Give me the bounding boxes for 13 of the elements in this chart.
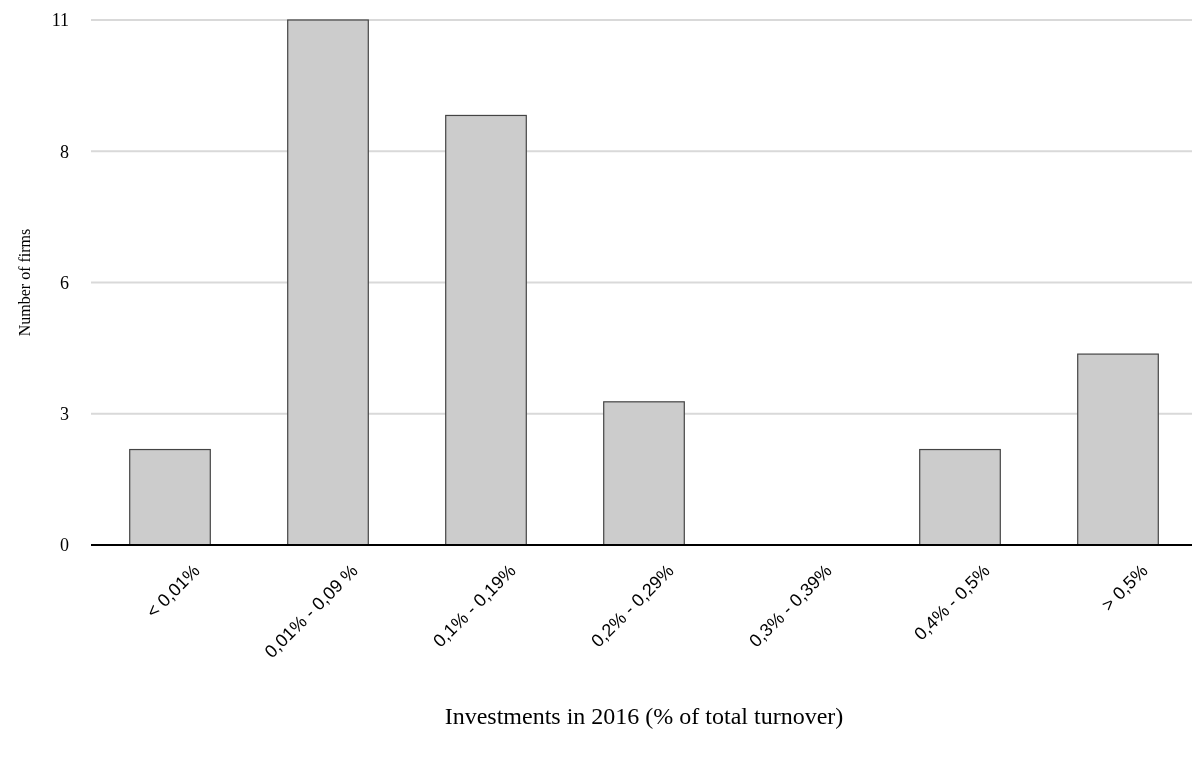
y-tick-label: 11	[51, 10, 69, 31]
bar	[445, 114, 527, 546]
y-tick-label: 0	[60, 535, 69, 556]
x-axis-title: Investments in 2016 (% of total turnover)	[444, 703, 844, 729]
bar	[603, 401, 685, 546]
y-tick-label: 8	[60, 141, 69, 162]
y-axis-title: Number of firms	[16, 228, 33, 337]
bar	[1077, 353, 1159, 546]
bar	[919, 448, 1001, 546]
y-tick-label: 3	[60, 404, 69, 425]
bar	[287, 19, 369, 546]
bar	[129, 448, 211, 546]
y-tick-label: 6	[60, 272, 69, 293]
